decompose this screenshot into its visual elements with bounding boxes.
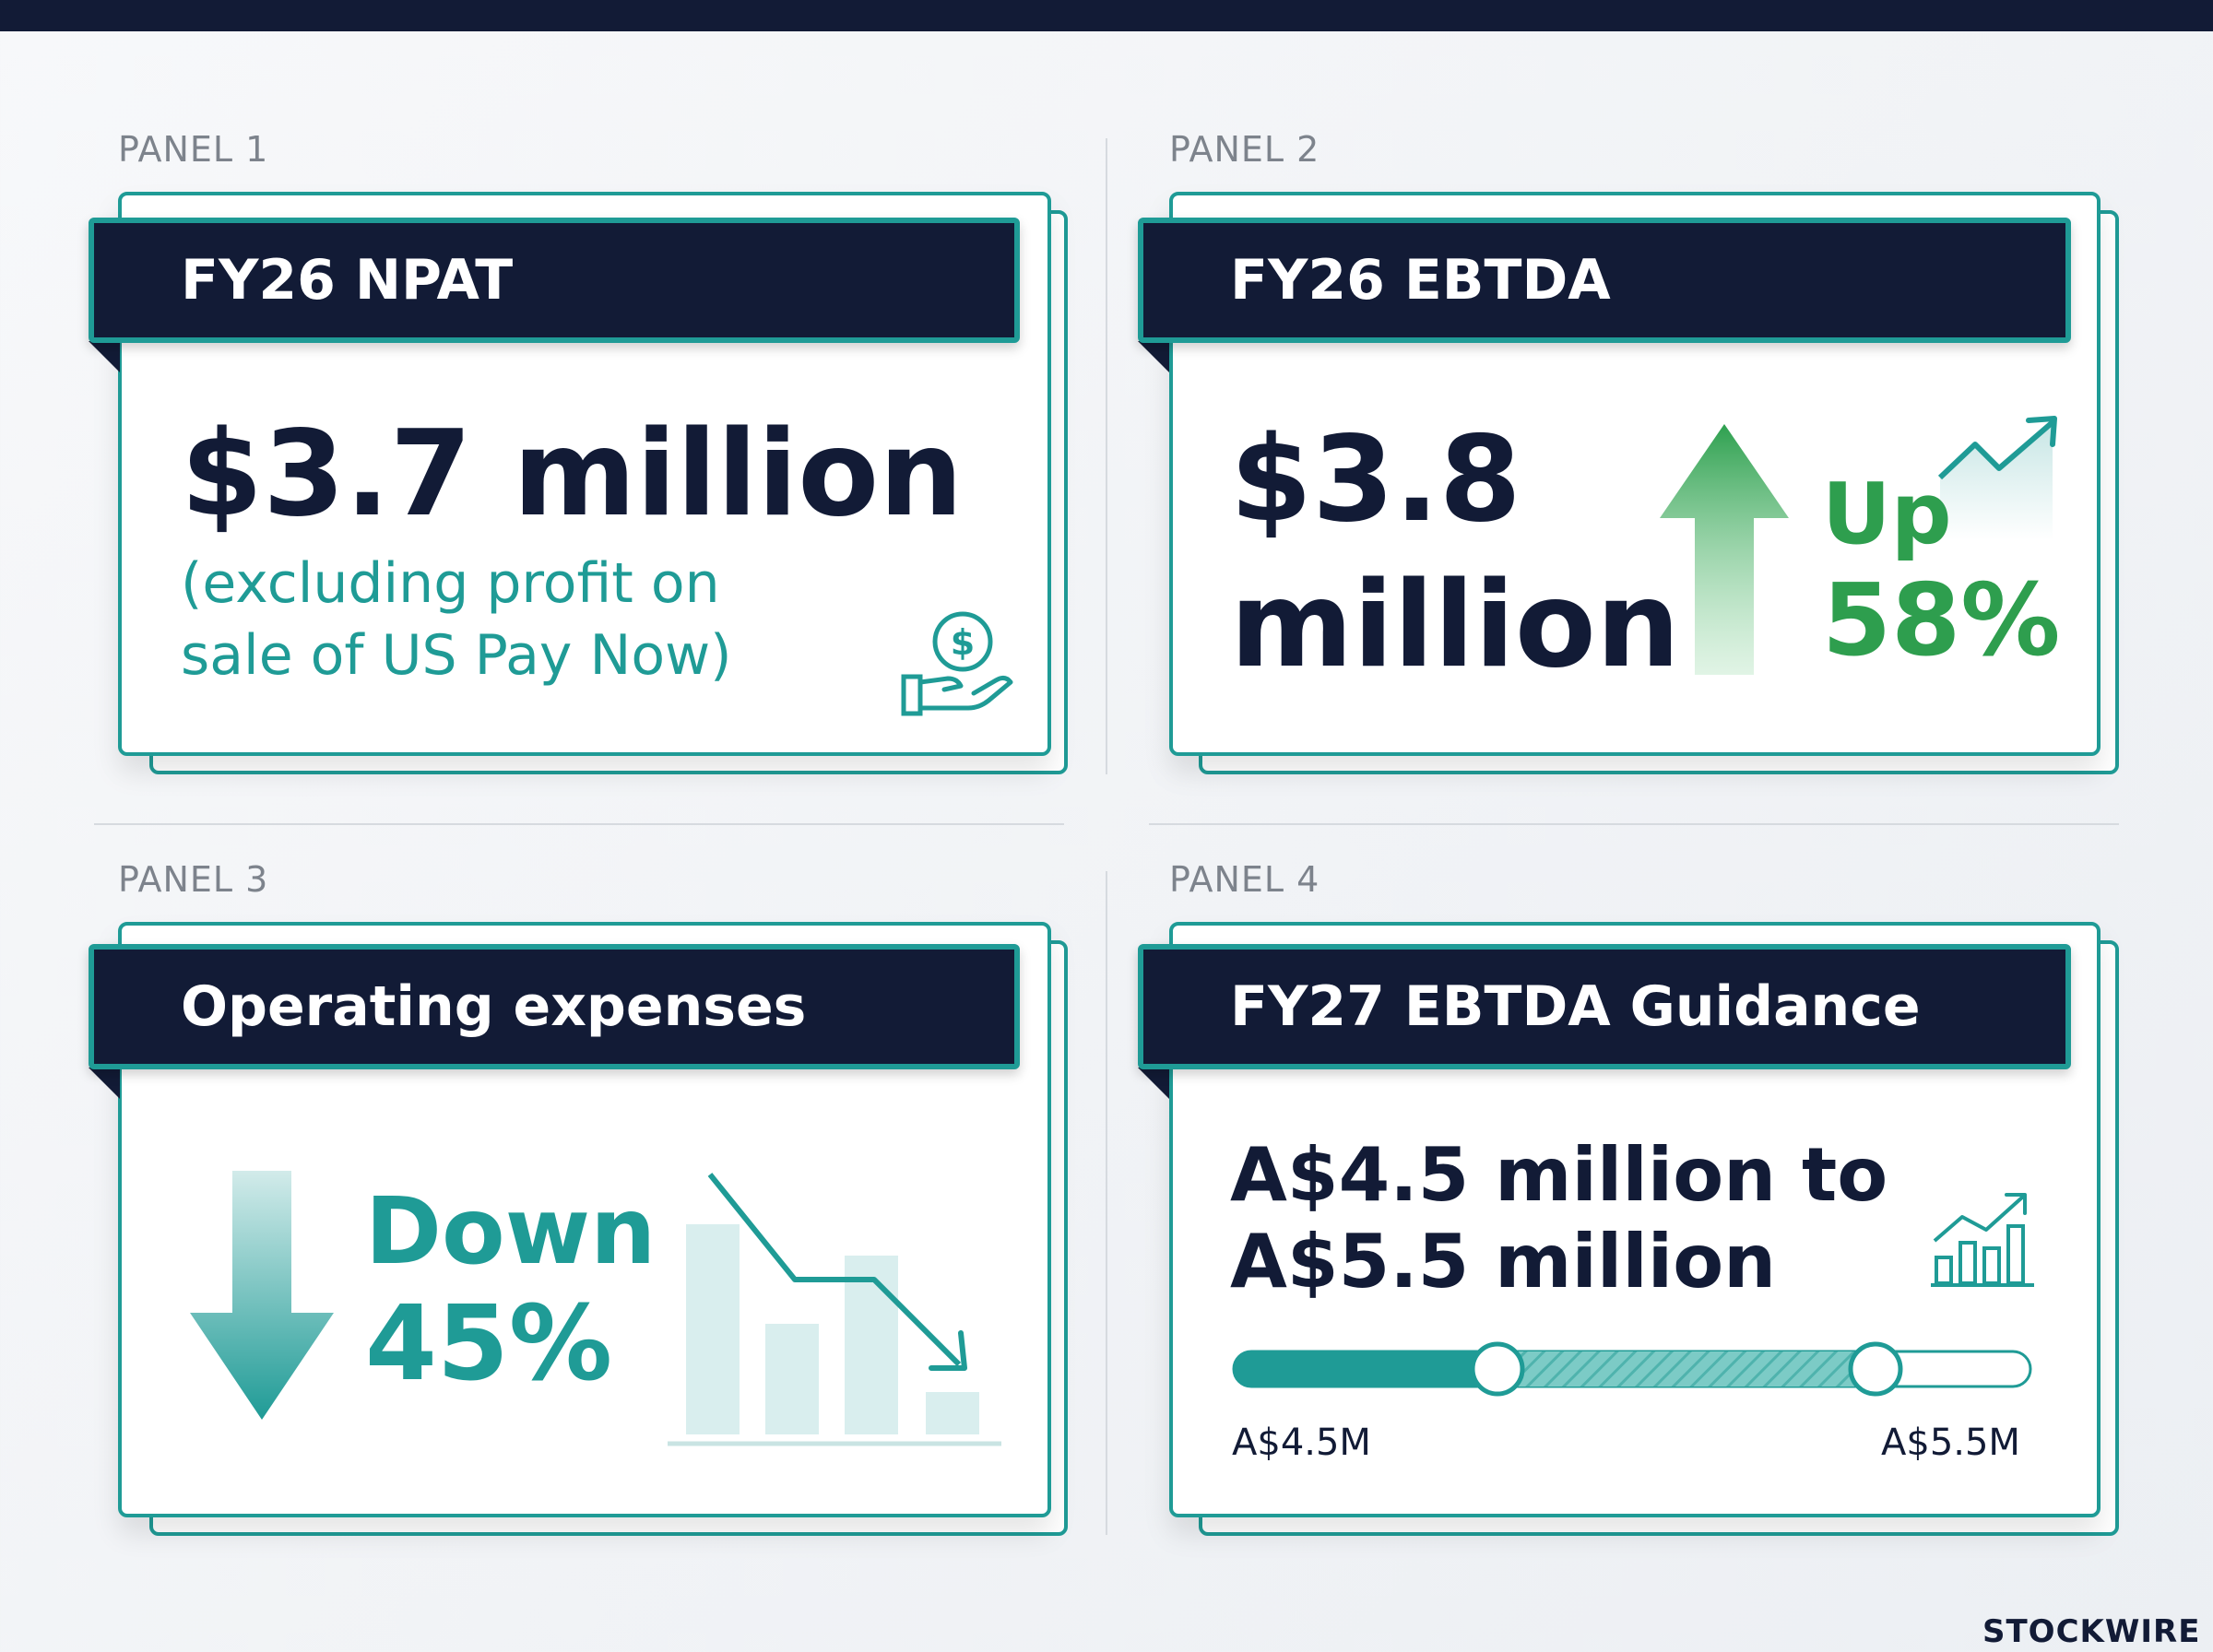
green-up-arrow-icon bbox=[1660, 424, 1789, 675]
divider-horizontal-right bbox=[1149, 823, 2119, 825]
panel-2-value-line2: million bbox=[1230, 557, 1680, 694]
panel-4-header-fold bbox=[1138, 1068, 1169, 1099]
panel-4-value-line2: A$5.5 million bbox=[1230, 1219, 1777, 1304]
divider-vertical-top bbox=[1106, 138, 1107, 774]
panel-4-title: FY27 EBTDA Guidance bbox=[1138, 944, 2071, 1069]
panel-4-label: PANEL 4 bbox=[1169, 859, 1320, 900]
panel-3-change-word: Down bbox=[365, 1177, 657, 1285]
panel-2-change-word: Up bbox=[1822, 465, 1952, 563]
panel-1-label: PANEL 1 bbox=[118, 129, 269, 170]
declining-bars-icon bbox=[668, 1173, 1001, 1446]
panel-1-header-fold bbox=[89, 341, 120, 372]
panel-2-label: PANEL 2 bbox=[1169, 129, 1320, 170]
panel-2-header-fold bbox=[1138, 341, 1169, 372]
divider-vertical-bottom bbox=[1106, 871, 1107, 1535]
money-hand-icon: $ bbox=[901, 611, 1013, 716]
range-low-handle bbox=[1470, 1341, 1525, 1397]
range-high-handle bbox=[1848, 1341, 1903, 1397]
bar-chart-up-icon bbox=[1931, 1193, 2034, 1287]
panel-3-title: Operating expenses bbox=[89, 944, 1020, 1069]
panel-2-title: FY26 EBTDA bbox=[1138, 218, 2071, 343]
stockwire-logo: STOCKWIRE X bbox=[1982, 1613, 2201, 1652]
panel-1-title: FY26 NPAT bbox=[89, 218, 1020, 343]
range-low-label: A$4.5M bbox=[1232, 1422, 1371, 1464]
panel-2-change-pct: 58% bbox=[1822, 563, 2061, 678]
panel-3-change-pct: 45% bbox=[365, 1284, 613, 1404]
panel-3-label: PANEL 3 bbox=[118, 859, 269, 900]
top-bar bbox=[0, 0, 2213, 31]
trend-up-arrow-icon bbox=[1937, 416, 2057, 540]
panel-1-value: $3.7 million bbox=[181, 406, 964, 543]
svg-text:$: $ bbox=[951, 622, 975, 663]
panel-4-value-line1: A$4.5 million to bbox=[1230, 1132, 1888, 1218]
range-high-label: A$5.5M bbox=[1881, 1422, 2020, 1464]
panel-2-value-line1: $3.8 bbox=[1230, 411, 1521, 549]
panel-1-note-line2: sale of US Pay Now) bbox=[181, 623, 732, 688]
divider-horizontal-left bbox=[94, 823, 1064, 825]
panel-3-header-fold bbox=[89, 1068, 120, 1099]
guidance-range-slider bbox=[1232, 1341, 2032, 1397]
teal-down-arrow-icon bbox=[190, 1171, 334, 1420]
panel-1-note-line1: (excluding profit on bbox=[181, 551, 720, 616]
